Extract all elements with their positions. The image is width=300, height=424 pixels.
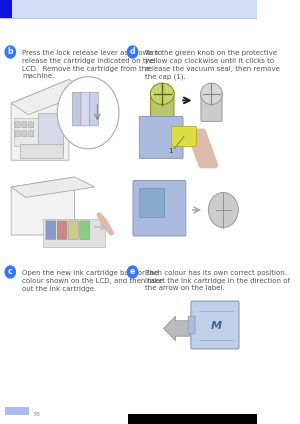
- Polygon shape: [11, 80, 92, 114]
- FancyBboxPatch shape: [188, 316, 195, 334]
- FancyBboxPatch shape: [20, 144, 63, 158]
- Text: d: d: [130, 47, 135, 56]
- FancyBboxPatch shape: [80, 221, 90, 240]
- Text: Turn the green knob on the protective
yellow cap clockwise until it clicks to
re: Turn the green knob on the protective ye…: [145, 50, 279, 80]
- Text: Press the lock release lever as shown to
release the cartridge indicated on the
: Press the lock release lever as shown to…: [22, 50, 162, 79]
- Circle shape: [5, 46, 15, 58]
- Circle shape: [57, 77, 119, 149]
- FancyBboxPatch shape: [72, 92, 81, 126]
- Circle shape: [128, 266, 138, 278]
- Circle shape: [208, 192, 238, 228]
- Text: b: b: [8, 47, 13, 56]
- FancyBboxPatch shape: [0, 0, 12, 18]
- FancyBboxPatch shape: [46, 221, 56, 240]
- FancyBboxPatch shape: [28, 131, 34, 137]
- Polygon shape: [11, 177, 95, 198]
- FancyBboxPatch shape: [14, 117, 45, 146]
- FancyBboxPatch shape: [5, 407, 29, 415]
- Circle shape: [128, 46, 138, 58]
- FancyArrow shape: [164, 316, 190, 341]
- FancyBboxPatch shape: [22, 131, 27, 137]
- Text: M: M: [211, 321, 222, 332]
- Text: e: e: [130, 268, 135, 276]
- Ellipse shape: [150, 83, 174, 105]
- FancyBboxPatch shape: [201, 92, 222, 121]
- FancyBboxPatch shape: [140, 117, 183, 159]
- FancyBboxPatch shape: [133, 181, 186, 236]
- FancyBboxPatch shape: [151, 92, 174, 121]
- Text: Each colour has its own correct position.
Insert the ink cartridge in the direct: Each colour has its own correct position…: [145, 270, 290, 292]
- FancyBboxPatch shape: [43, 219, 105, 247]
- Polygon shape: [11, 177, 75, 235]
- Polygon shape: [11, 80, 69, 160]
- FancyBboxPatch shape: [28, 122, 34, 128]
- Text: c: c: [8, 268, 13, 276]
- FancyBboxPatch shape: [57, 221, 67, 240]
- FancyBboxPatch shape: [22, 122, 27, 128]
- Text: Open the new ink cartridge bag for the
colour shown on the LCD, and then take
ou: Open the new ink cartridge bag for the c…: [22, 270, 163, 292]
- FancyBboxPatch shape: [128, 414, 256, 424]
- Text: 1: 1: [168, 148, 173, 154]
- FancyBboxPatch shape: [89, 92, 98, 126]
- FancyBboxPatch shape: [171, 126, 196, 147]
- FancyBboxPatch shape: [68, 221, 78, 240]
- FancyBboxPatch shape: [15, 122, 20, 128]
- Ellipse shape: [201, 83, 222, 105]
- Text: 78: 78: [32, 412, 40, 416]
- FancyBboxPatch shape: [81, 92, 90, 126]
- FancyBboxPatch shape: [15, 131, 20, 137]
- FancyBboxPatch shape: [38, 113, 63, 151]
- FancyBboxPatch shape: [0, 0, 256, 18]
- Circle shape: [5, 266, 15, 278]
- FancyBboxPatch shape: [191, 301, 239, 349]
- FancyBboxPatch shape: [140, 189, 165, 218]
